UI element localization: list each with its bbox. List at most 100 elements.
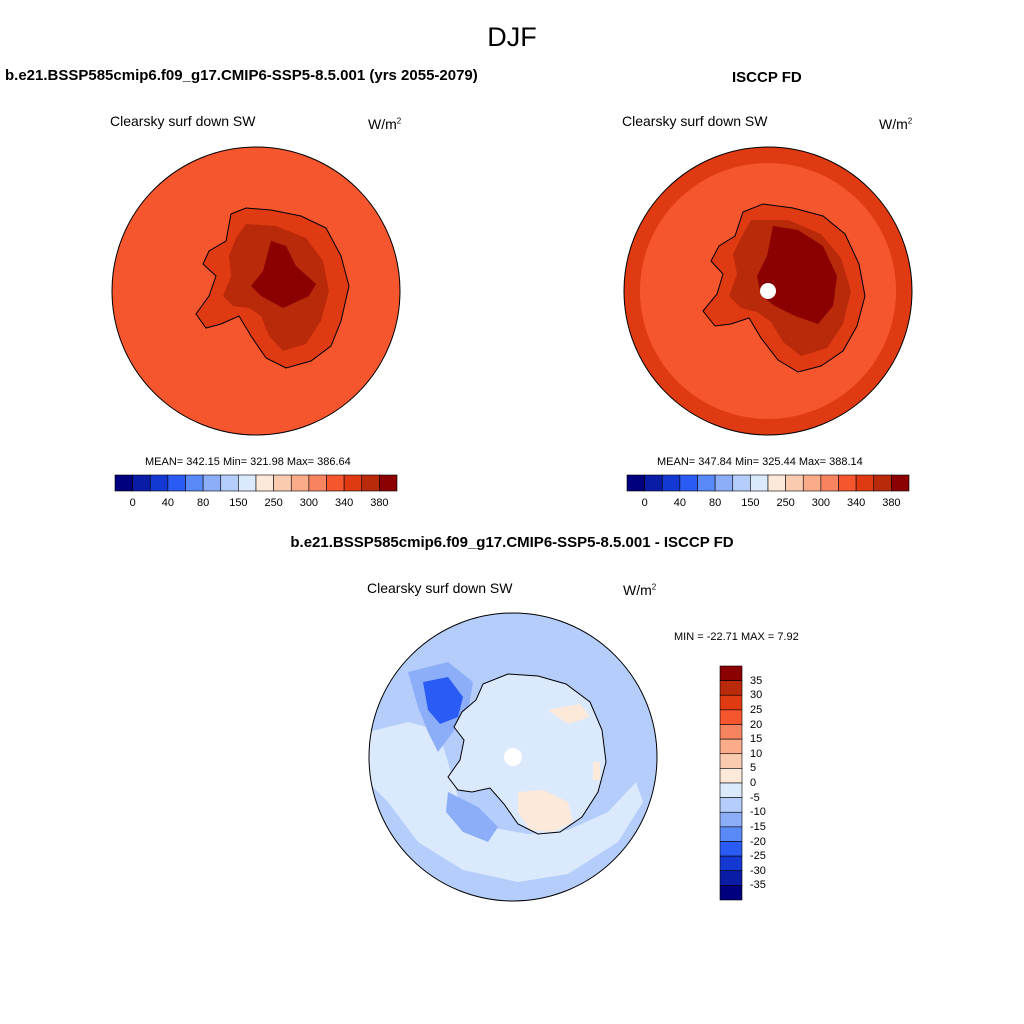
- obs-pole-hole: [760, 283, 776, 299]
- model-stats: MEAN= 342.15 Min= 321.98 Max= 386.64: [145, 456, 351, 468]
- colorbar-swatch: [719, 782, 743, 798]
- colorbar-swatch: [719, 797, 743, 813]
- colorbar-swatch: [719, 680, 743, 696]
- colorbar-swatch: [719, 811, 743, 828]
- colorbar-swatch: [379, 474, 398, 492]
- colorbar-tick-label: -30: [750, 864, 766, 877]
- colorbar-tick-label: -25: [750, 850, 766, 863]
- colorbar-tick-label: 150: [229, 497, 248, 509]
- colorbar-swatch: [255, 474, 274, 492]
- colorbar-swatch: [719, 738, 743, 755]
- colorbar-swatch: [719, 724, 743, 740]
- colorbar-tick-label: -5: [750, 791, 760, 804]
- colorbar-swatch: [838, 474, 857, 492]
- colorbar-tick-label: 15: [750, 733, 763, 746]
- colorbar-tick-label: 80: [709, 497, 722, 509]
- colorbar-swatch: [326, 474, 345, 492]
- colorbar-tick-label: 20: [750, 718, 763, 731]
- colorbar-swatch: [855, 474, 875, 492]
- diff-stats: MIN = -22.71 MAX = 7.92: [674, 631, 799, 643]
- colorbar-swatch: [719, 870, 743, 886]
- diff-variable-label: Clearsky surf down SW: [367, 580, 513, 596]
- colorbar-tick-label: -10: [750, 806, 766, 819]
- colorbar-swatch: [343, 474, 363, 492]
- diff-negative-patch-south: [446, 792, 498, 842]
- diff-strong-negative-patch: [423, 677, 463, 724]
- season-title: DJF: [487, 22, 537, 52]
- colorbar-swatch: [719, 885, 743, 901]
- model-coastline: [195, 207, 350, 369]
- colorbar-tick-label: 0: [641, 497, 648, 509]
- colorbar-tick-label: 40: [161, 497, 174, 509]
- colorbar-tick-label: 80: [197, 497, 210, 509]
- colorbar-swatch: [719, 841, 743, 857]
- colorbar-tick-label: 250: [776, 497, 795, 509]
- obs-panel-title: ISCCP FD: [732, 69, 802, 86]
- diff-colorbar: [719, 665, 743, 901]
- colorbar-tick-label: 40: [673, 497, 686, 509]
- colorbar-swatch: [719, 855, 743, 872]
- colorbar-tick-label: 25: [750, 703, 763, 716]
- colorbar-swatch: [185, 474, 204, 492]
- colorbar-tick-label: -35: [750, 879, 766, 892]
- colorbar-swatch: [644, 474, 663, 492]
- colorbar-swatch: [290, 474, 310, 492]
- obs-polar-map: [623, 146, 913, 436]
- colorbar-swatch: [308, 474, 327, 492]
- diff-panel-title: b.e21.BSSP585cmip6.f09_g17.CMIP6-SSP5-8.…: [290, 534, 734, 551]
- colorbar-swatch: [873, 474, 892, 492]
- colorbar-tick-label: 10: [750, 747, 763, 760]
- colorbar-swatch: [679, 474, 698, 492]
- diff-positive-patch-east: [548, 704, 590, 724]
- model-colorbar: [114, 474, 398, 492]
- colorbar-swatch: [626, 474, 645, 492]
- colorbar-tick-label: 300: [299, 497, 319, 509]
- colorbar-swatch: [202, 474, 222, 492]
- colorbar-tick-label: 340: [334, 497, 354, 509]
- model-polar-map: [111, 146, 401, 436]
- obs-stats: MEAN= 347.84 Min= 325.44 Max= 388.14: [657, 456, 863, 468]
- obs-units-label: W/m2: [879, 116, 913, 132]
- diff-coastline: [447, 673, 607, 835]
- colorbar-swatch: [714, 474, 734, 492]
- colorbar-swatch: [719, 694, 743, 711]
- diff-near-zero-ocean: [369, 722, 643, 882]
- colorbar-swatch: [820, 474, 839, 492]
- colorbar-tick-label: 5: [750, 762, 757, 775]
- colorbar-tick-label: 35: [750, 674, 763, 687]
- colorbar-swatch: [220, 474, 239, 492]
- colorbar-swatch: [149, 474, 169, 492]
- colorbar-tick-label: 250: [264, 497, 283, 509]
- colorbar-swatch: [273, 474, 292, 492]
- colorbar-swatch: [661, 474, 681, 492]
- colorbar-swatch: [719, 826, 743, 842]
- model-colorbar-labels: 0 40 80 150 250 300 340 380: [115, 497, 397, 511]
- colorbar-swatch: [361, 474, 380, 492]
- obs-coastline: [702, 203, 866, 373]
- colorbar-swatch: [802, 474, 822, 492]
- colorbar-swatch: [767, 474, 786, 492]
- model-units-label: W/m2: [368, 116, 402, 132]
- diff-positive-patch-south: [518, 790, 573, 832]
- colorbar-tick-label: 300: [811, 497, 831, 509]
- colorbar-tick-label: 380: [882, 497, 901, 509]
- colorbar-swatch: [238, 474, 257, 492]
- colorbar-swatch: [132, 474, 151, 492]
- colorbar-swatch: [785, 474, 804, 492]
- colorbar-swatch: [891, 474, 910, 492]
- diff-pole-hole: [504, 748, 522, 766]
- colorbar-tick-label: 150: [741, 497, 760, 509]
- colorbar-swatch: [167, 474, 186, 492]
- diff-polar-map: [368, 612, 658, 902]
- model-antarctica-plateau: [251, 241, 316, 308]
- colorbar-swatch: [719, 709, 743, 725]
- obs-colorbar: [626, 474, 910, 492]
- model-variable-label: Clearsky surf down SW: [110, 113, 256, 129]
- colorbar-swatch: [750, 474, 769, 492]
- colorbar-swatch: [697, 474, 716, 492]
- colorbar-tick-label: 30: [750, 689, 763, 702]
- colorbar-swatch: [114, 474, 133, 492]
- obs-antarctica-plateau: [757, 226, 837, 324]
- colorbar-tick-label: 380: [370, 497, 389, 509]
- colorbar-tick-label: -20: [750, 835, 766, 848]
